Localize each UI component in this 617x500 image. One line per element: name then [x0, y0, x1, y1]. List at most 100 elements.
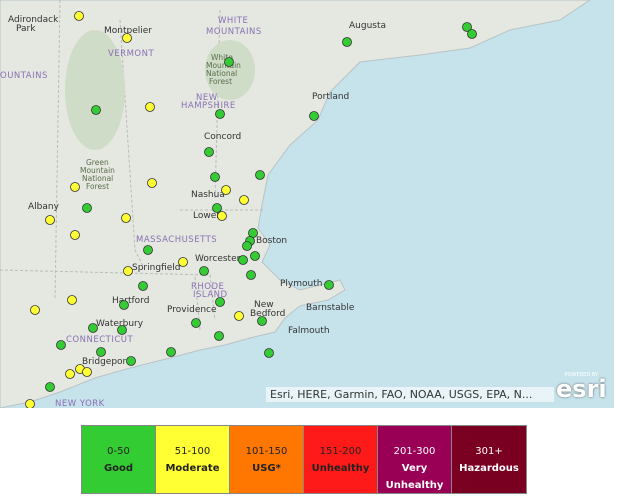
- station-marker[interactable]: [199, 266, 209, 276]
- place-label: MOUNTAINS: [206, 27, 262, 37]
- place-label: Springfield: [132, 263, 180, 273]
- station-marker[interactable]: [257, 316, 267, 326]
- place-label: HAMPSHIRE: [181, 101, 236, 111]
- station-marker[interactable]: [70, 182, 80, 192]
- aqi-legend: 0-50 Good 51-100 Moderate 101-150 USG* 151-200…: [81, 425, 527, 494]
- station-marker[interactable]: [324, 280, 334, 290]
- station-marker[interactable]: [191, 318, 201, 328]
- place-label: Falmouth: [288, 326, 330, 336]
- legend-range: 0-50: [107, 446, 130, 457]
- station-marker[interactable]: [82, 367, 92, 377]
- legend-label: Good: [103, 463, 134, 474]
- station-marker[interactable]: [67, 295, 77, 305]
- legend-cell: 301+ Hazardous: [452, 426, 526, 493]
- station-marker[interactable]: [215, 297, 225, 307]
- station-marker[interactable]: [96, 347, 106, 357]
- place-label: Barnstable: [306, 303, 355, 313]
- station-marker[interactable]: [45, 215, 55, 225]
- legend-label: Unhealthy: [311, 463, 370, 474]
- place-label: Park: [16, 24, 36, 34]
- station-marker[interactable]: [70, 230, 80, 240]
- station-marker[interactable]: [217, 211, 227, 221]
- place-label: Green: [86, 158, 109, 167]
- station-marker[interactable]: [239, 195, 249, 205]
- station-marker[interactable]: [204, 147, 214, 157]
- station-marker[interactable]: [212, 203, 222, 213]
- place-label: Providence: [167, 305, 217, 315]
- attribution: Esri, HERE, Garmin, FAO, NOAA, USGS, EPA…: [266, 387, 554, 402]
- station-marker[interactable]: [462, 22, 472, 32]
- station-marker[interactable]: [264, 348, 274, 358]
- station-marker[interactable]: [121, 213, 131, 223]
- station-marker[interactable]: [246, 270, 256, 280]
- station-marker[interactable]: [143, 245, 153, 255]
- place-label: Albany: [28, 202, 60, 212]
- legend-cell: 0-50 Good: [82, 426, 156, 493]
- forest: [65, 30, 125, 150]
- stations: [25, 11, 477, 409]
- station-marker[interactable]: [166, 347, 176, 357]
- station-marker[interactable]: [467, 29, 477, 39]
- legend-range: 151-200: [319, 446, 362, 457]
- station-marker[interactable]: [214, 331, 224, 341]
- station-marker[interactable]: [238, 255, 248, 265]
- station-marker[interactable]: [309, 111, 319, 121]
- station-marker[interactable]: [119, 300, 129, 310]
- legend-range: 51-100: [174, 446, 211, 457]
- station-marker[interactable]: [255, 170, 265, 180]
- place-label: CONNECTICUT: [66, 335, 134, 345]
- station-marker[interactable]: [45, 382, 55, 392]
- station-marker[interactable]: [91, 105, 101, 115]
- logo-name: esri: [556, 375, 607, 403]
- station-marker[interactable]: [145, 102, 155, 112]
- station-marker[interactable]: [242, 241, 252, 251]
- place-label: New: [254, 300, 274, 310]
- place-label: NEW YORK: [55, 399, 105, 408]
- legend-cell: 201-300 Very Unhealthy: [378, 426, 452, 493]
- legend-range: 101-150: [245, 446, 288, 457]
- station-marker[interactable]: [117, 325, 127, 335]
- station-marker[interactable]: [122, 33, 132, 43]
- station-marker[interactable]: [178, 257, 188, 267]
- station-marker[interactable]: [224, 57, 234, 67]
- place-label: Boston: [256, 236, 287, 246]
- station-marker[interactable]: [82, 203, 92, 213]
- station-marker[interactable]: [126, 356, 136, 366]
- station-marker[interactable]: [30, 305, 40, 315]
- station-marker[interactable]: [147, 178, 157, 188]
- station-marker[interactable]: [123, 266, 133, 276]
- legend-label: USG*: [252, 463, 281, 474]
- station-marker[interactable]: [215, 109, 225, 119]
- place-label: Bridgeport: [82, 357, 130, 367]
- land: [0, 0, 591, 408]
- station-marker[interactable]: [25, 399, 35, 409]
- legend-label: Very Unhealthy: [385, 463, 444, 491]
- legend-label: Hazardous: [459, 463, 519, 474]
- legend-range: 301+: [475, 446, 503, 457]
- station-marker[interactable]: [210, 172, 220, 182]
- forest: [205, 40, 255, 100]
- station-marker[interactable]: [56, 340, 66, 350]
- station-marker[interactable]: [65, 369, 75, 379]
- place-label: Hartford: [112, 296, 149, 306]
- station-marker[interactable]: [88, 323, 98, 333]
- place-label: National: [82, 174, 113, 183]
- station-marker[interactable]: [234, 311, 244, 321]
- place-label: Bedford: [250, 309, 285, 319]
- station-marker[interactable]: [74, 11, 84, 21]
- station-marker[interactable]: [221, 185, 231, 195]
- place-label: RHODE: [191, 282, 224, 292]
- logo-caption: POWERED BY: [564, 372, 598, 378]
- place-label: Nashua: [191, 190, 225, 200]
- place-label: Forest: [86, 182, 109, 191]
- place-label: VERMONT: [108, 49, 154, 59]
- place-label: Lowell: [193, 211, 221, 221]
- place-label: Concord: [204, 132, 241, 142]
- station-marker[interactable]: [342, 37, 352, 47]
- station-marker[interactable]: [250, 251, 260, 261]
- legend-cell: 151-200 Unhealthy: [304, 426, 378, 493]
- legend-cell: 51-100 Moderate: [156, 426, 230, 493]
- station-marker[interactable]: [138, 281, 148, 291]
